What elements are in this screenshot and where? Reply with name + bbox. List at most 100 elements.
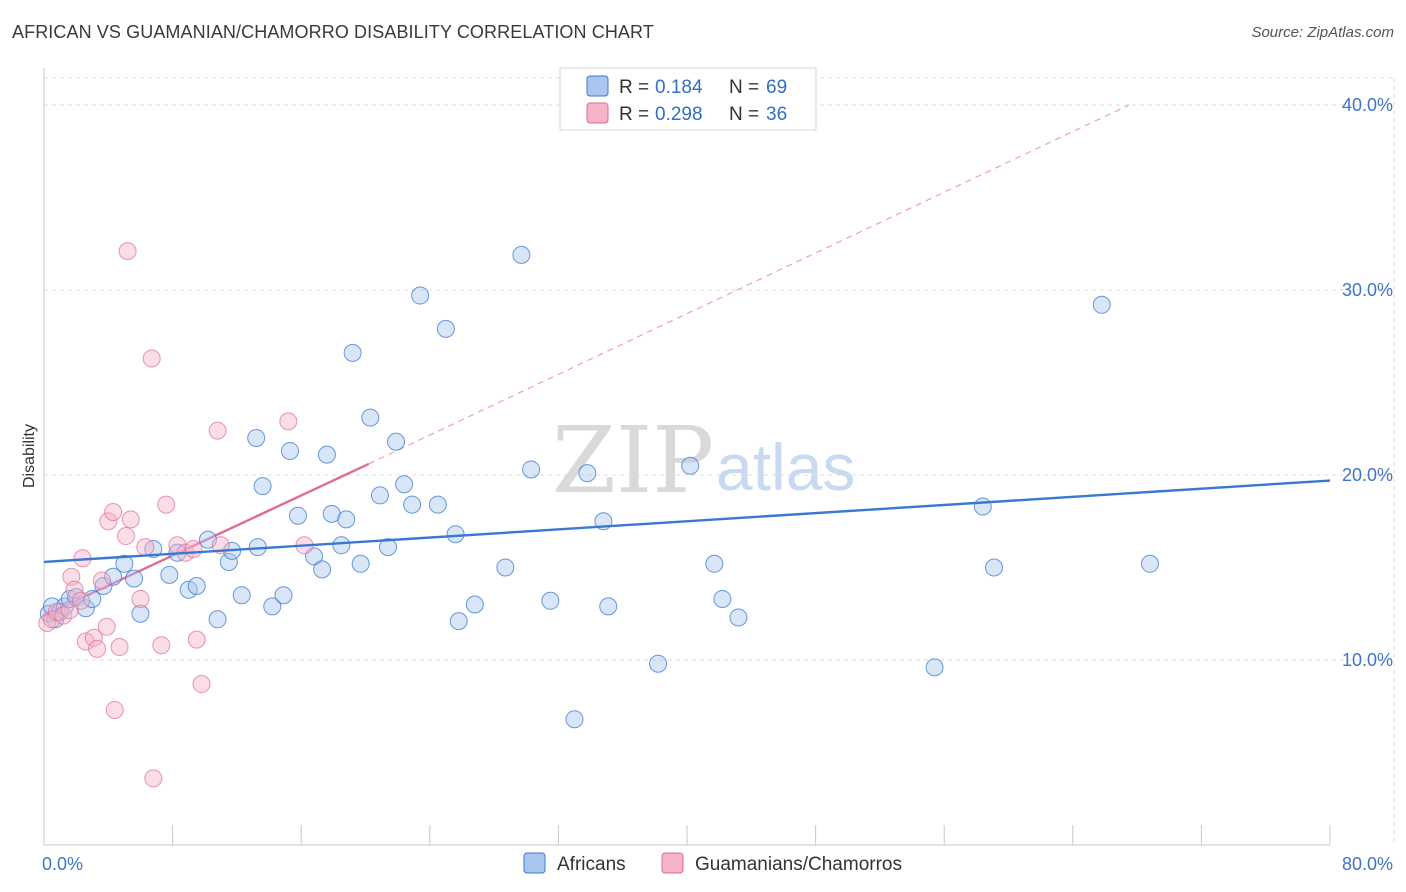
guamanians-point	[71, 591, 90, 610]
legend-r-label-guamanians: R =	[619, 104, 649, 125]
africans-point	[541, 591, 560, 610]
guamanians-point	[131, 589, 150, 608]
guamanians-point	[116, 527, 135, 546]
chart-title: AFRICAN VS GUAMANIAN/CHAMORRO DISABILITY…	[12, 22, 654, 42]
africans-point	[337, 510, 356, 529]
africans-point	[387, 432, 406, 451]
legend-n-value-guamanians: 36	[766, 104, 787, 125]
tick-labels: 10.0% 20.0% 30.0% 40.0% 0.0% 80.0%	[42, 95, 1393, 874]
pink-trend-extension	[368, 104, 1130, 465]
blue-trend-line	[43, 479, 1331, 564]
africans-point	[317, 445, 336, 464]
africans-point	[1140, 554, 1159, 573]
guamanians-point	[110, 638, 129, 657]
blue-trend	[43, 479, 1331, 564]
watermark-zip: ZIP	[552, 407, 714, 514]
guamanians-point	[104, 503, 123, 521]
africans-point	[370, 486, 389, 505]
guamanians-point	[84, 628, 103, 647]
africans-point	[219, 552, 238, 571]
africans-point	[973, 497, 992, 516]
africans-point	[288, 506, 307, 525]
africans-point	[379, 538, 398, 557]
africans-point	[449, 612, 468, 631]
bottom-legend: Africans Guamanians/Chamorros	[523, 852, 902, 875]
africans-point	[512, 245, 531, 264]
guamanians-point	[88, 639, 107, 658]
africans-point	[253, 477, 272, 496]
guamanians-point	[118, 242, 137, 261]
africans-point	[187, 577, 206, 595]
africans-point	[565, 710, 584, 729]
legend-n-label-africans: N =	[729, 77, 759, 98]
africans-point	[343, 343, 362, 362]
pink-trend	[43, 104, 1130, 617]
bottom-legend-swatch-guamanians	[661, 852, 684, 874]
legend-swatch-africans	[586, 75, 609, 97]
africans-point	[131, 604, 150, 623]
africans-point	[705, 554, 724, 573]
africans-point	[1092, 295, 1111, 314]
guamanians-point	[157, 495, 176, 514]
africans-point	[436, 319, 455, 338]
guamanians-point	[65, 580, 84, 599]
legend-r-value-africans: 0.184	[655, 77, 703, 98]
africans-point	[649, 654, 668, 673]
data-points	[38, 242, 1159, 788]
legend-n-label-guamanians: N =	[729, 104, 759, 125]
pink-trend-line	[43, 462, 370, 617]
guamanians-point	[99, 512, 118, 531]
africans-point	[104, 567, 123, 586]
guamanians-point	[97, 617, 116, 636]
africans-point	[446, 525, 465, 544]
africans-point	[403, 495, 422, 514]
africans-point	[263, 597, 282, 616]
guamanians-point	[279, 412, 298, 431]
guamanians-point	[187, 630, 206, 649]
source-label: Source: ZipAtlas.com	[1251, 24, 1394, 41]
africans-point	[208, 610, 227, 629]
africans-point	[925, 658, 944, 677]
africans-point	[465, 595, 484, 614]
africans-point	[411, 286, 430, 305]
watermark-atlas: atlas	[716, 430, 855, 504]
x-tick-label: 0.0%	[42, 854, 83, 874]
y-tick-label: 20.0%	[1342, 465, 1393, 485]
legend-r-value-guamanians: 0.298	[655, 104, 703, 125]
bottom-legend-africans: Africans	[557, 854, 626, 875]
africans-point	[160, 565, 179, 584]
guamanians-point	[144, 769, 163, 788]
africans-point	[496, 558, 515, 577]
africans-point	[274, 586, 293, 605]
top-legend: R = 0.184 N = 69 R = 0.298 N = 36	[559, 67, 817, 131]
africans-point	[125, 569, 144, 588]
guamanians-point	[105, 700, 124, 719]
guamanians-point	[121, 510, 140, 529]
africans-point	[729, 608, 748, 627]
y-tick-label: 30.0%	[1342, 280, 1393, 300]
legend-n-value-africans: 69	[766, 77, 787, 98]
guamanians-point	[184, 540, 203, 558]
bottom-legend-swatch-africans	[523, 852, 546, 874]
africans-point	[313, 560, 332, 579]
guamanians-point	[192, 675, 211, 694]
y-tick-label: 10.0%	[1342, 650, 1393, 670]
africans-point	[428, 495, 447, 514]
africans-point	[83, 589, 102, 608]
axes	[43, 68, 1331, 846]
africans-point	[247, 429, 266, 447]
africans-point	[985, 558, 1004, 577]
africans-point	[115, 554, 134, 573]
guamanians-point	[208, 421, 227, 440]
y-tick-label: 40.0%	[1342, 95, 1393, 115]
legend-swatch-guamanians	[586, 102, 609, 124]
guamanians-point	[142, 349, 161, 368]
africans-point	[599, 597, 618, 616]
guamanians-point	[92, 571, 111, 590]
africans-point	[351, 554, 370, 573]
guamanians-point	[152, 636, 171, 655]
africans-point	[232, 586, 251, 605]
y-axis-label: Disability	[21, 424, 38, 488]
africans-point	[713, 589, 732, 608]
